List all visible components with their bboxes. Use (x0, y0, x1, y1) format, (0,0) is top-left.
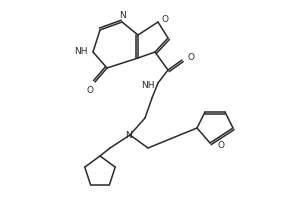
Text: N: N (124, 132, 131, 140)
Text: O: O (217, 140, 224, 150)
Text: O: O (187, 53, 194, 62)
Text: N: N (118, 11, 125, 20)
Text: NH: NH (142, 82, 155, 90)
Text: O: O (162, 16, 169, 24)
Text: O: O (86, 86, 94, 95)
Text: NH: NH (74, 47, 88, 56)
